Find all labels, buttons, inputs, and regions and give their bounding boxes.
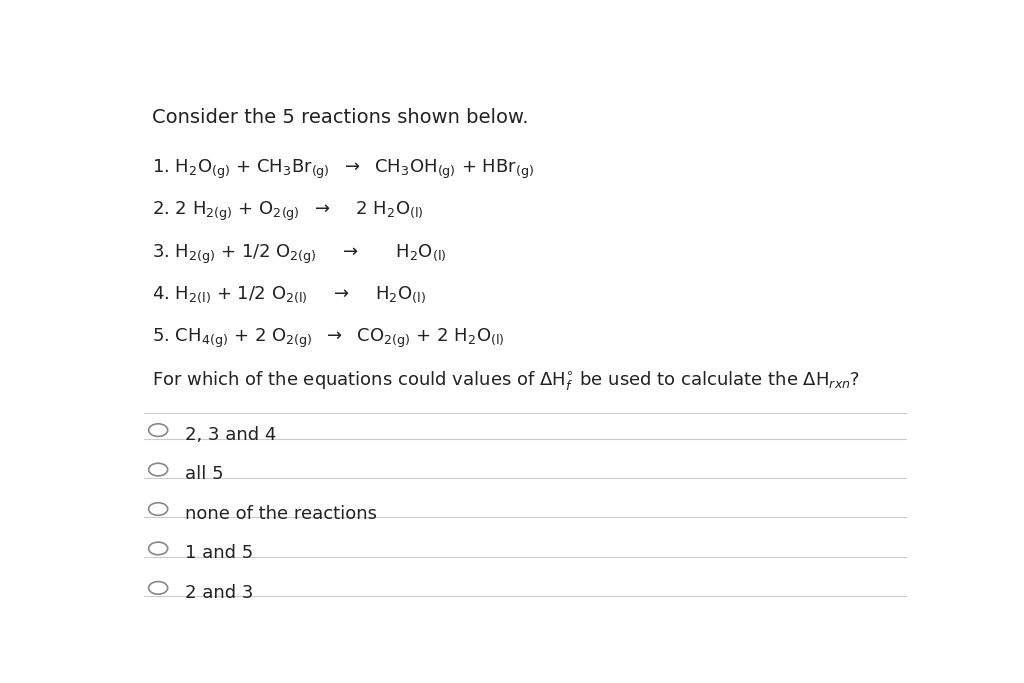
Text: 2 and 3: 2 and 3 [185,584,254,602]
Text: none of the reactions: none of the reactions [185,505,377,522]
Text: 1. H$_2$O$_\mathregular{(g)}$ + CH$_3$Br$_\mathregular{(g)}$  $\rightarrow$  CH$: 1. H$_2$O$_\mathregular{(g)}$ + CH$_3$Br… [152,158,534,182]
Text: 1 and 5: 1 and 5 [185,544,253,562]
Text: 4. H$_{2\mathregular{(l)}}$ + 1/2 O$_{2\mathregular{(l)}}$    $\rightarrow$    H: 4. H$_{2\mathregular{(l)}}$ + 1/2 O$_{2\… [152,284,426,305]
Text: 5. CH$_{4\mathregular{(g)}}$ + 2 O$_{2\mathregular{(g)}}$  $\rightarrow$  CO$_{2: 5. CH$_{4\mathregular{(g)}}$ + 2 O$_{2\m… [152,326,505,350]
Text: all 5: all 5 [185,465,224,484]
Text: 3. H$_{2\mathregular{(g)}}$ + 1/2 O$_{2\mathregular{(g)}}$    $\rightarrow$     : 3. H$_{2\mathregular{(g)}}$ + 1/2 O$_{2\… [152,242,446,266]
Text: 2. 2 H$_{2\mathregular{(g)}}$ + O$_{2\mathregular{(g)}}$  $\rightarrow$    2 H$_: 2. 2 H$_{2\mathregular{(g)}}$ + O$_{2\ma… [152,200,424,223]
Text: For which of the equations could values of $\Delta$H$^{\circ}_{f}$ be used to ca: For which of the equations could values … [152,369,860,391]
Text: 2, 3 and 4: 2, 3 and 4 [185,426,276,444]
Text: Consider the 5 reactions shown below.: Consider the 5 reactions shown below. [152,108,528,127]
